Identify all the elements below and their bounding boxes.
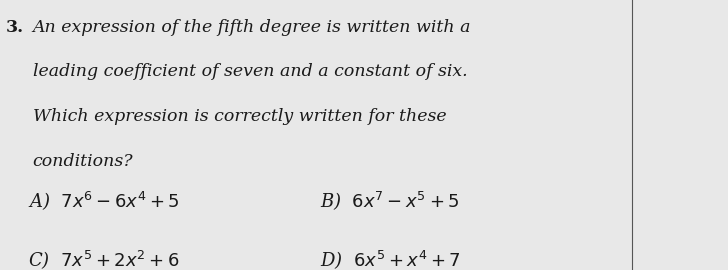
Text: 3.: 3. — [6, 19, 24, 36]
Text: An expression of the fifth degree is written with a: An expression of the fifth degree is wri… — [33, 19, 471, 36]
Text: A)  $7x^6 - 6x^4 + 5$: A) $7x^6 - 6x^4 + 5$ — [28, 189, 179, 212]
Text: leading coefficient of seven and a constant of six.: leading coefficient of seven and a const… — [33, 63, 467, 80]
Text: B)  $6x^7 - x^5 + 5$: B) $6x^7 - x^5 + 5$ — [320, 189, 460, 212]
Text: C)  $7x^5 + 2x^2 + 6$: C) $7x^5 + 2x^2 + 6$ — [28, 248, 179, 270]
Text: conditions?: conditions? — [33, 153, 133, 170]
Text: D)  $6x^5 + x^4 + 7$: D) $6x^5 + x^4 + 7$ — [320, 248, 461, 270]
Text: Which expression is correctly written for these: Which expression is correctly written fo… — [33, 108, 446, 125]
